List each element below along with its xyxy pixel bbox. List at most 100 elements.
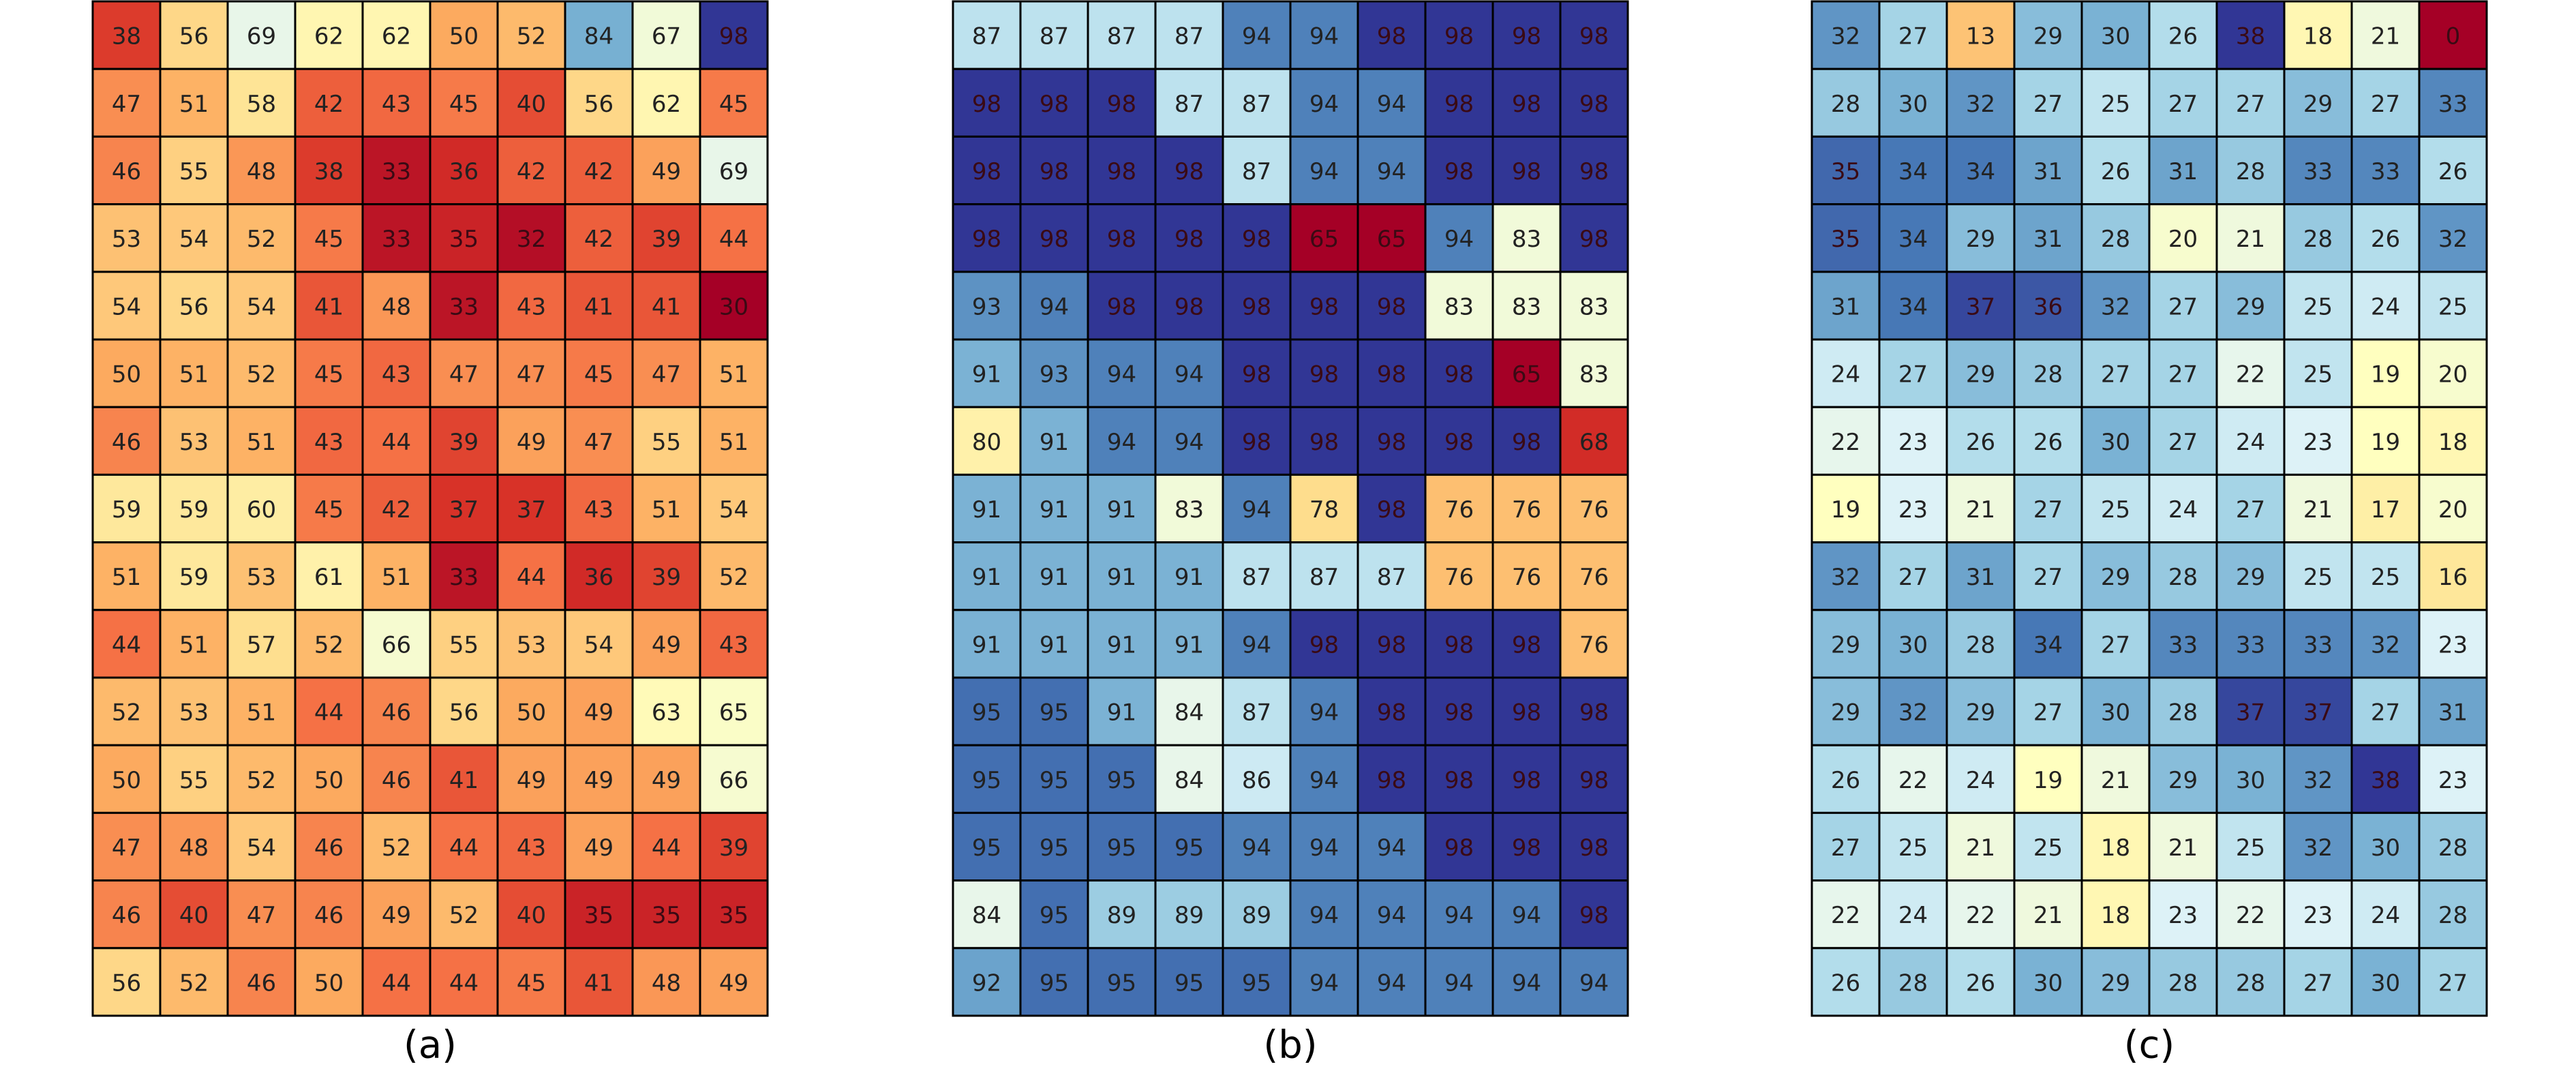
cell-value-label: 92 — [972, 969, 1001, 997]
cell-value-label: 54 — [719, 496, 748, 524]
cell-value-label: 55 — [179, 158, 209, 185]
cell-value-label: 52 — [382, 834, 411, 862]
heatmap-cell — [1945, 947, 2016, 1017]
cell-value-label: 87 — [1040, 23, 1069, 50]
cell-value-label: 21 — [2033, 902, 2063, 929]
cell-value-label: 44 — [449, 834, 479, 862]
cell-value-label: 52 — [517, 23, 546, 50]
heatmap-cell — [1424, 947, 1494, 1017]
cell-value-label: 94 — [1040, 293, 1069, 320]
cell-value-label: 32 — [1831, 23, 1860, 50]
heatmap-cell — [159, 135, 229, 206]
cell-value-label: 37 — [517, 496, 546, 524]
cell-value-label: 84 — [1175, 767, 1204, 794]
heatmap-cell — [1559, 406, 1629, 476]
cell-value-label: 98 — [1512, 158, 1541, 185]
cell-value-label: 19 — [2033, 767, 2063, 794]
cell-value-label: 36 — [449, 158, 479, 185]
cell-value-label: 27 — [1898, 564, 1928, 591]
heatmap-cell — [2350, 879, 2421, 950]
cell-value-label: 26 — [1831, 767, 1860, 794]
heatmap-cell — [294, 473, 364, 544]
cell-value-label: 26 — [2168, 23, 2198, 50]
cell-value-label: 29 — [1966, 226, 1995, 253]
cell-value-label: 94 — [1107, 361, 1136, 389]
heatmap-cell — [1810, 947, 1881, 1017]
cell-value-label: 95 — [1175, 834, 1204, 862]
cell-value-label: 98 — [1512, 23, 1541, 50]
cell-value-label: 91 — [972, 361, 1001, 389]
cell-value-label: 87 — [1107, 23, 1136, 50]
cell-value-label: 44 — [719, 226, 748, 253]
heatmap-cell — [2350, 406, 2421, 476]
cell-value-label: 89 — [1175, 902, 1204, 929]
cell-value-label: 86 — [1242, 767, 1271, 794]
cell-value-label: 76 — [1444, 564, 1474, 591]
heatmap-cell — [699, 541, 769, 611]
cell-value-label: 95 — [1107, 969, 1136, 997]
cell-value-label: 78 — [1309, 496, 1339, 524]
cell-value-label: 76 — [1512, 564, 1541, 591]
cell-value-label: 59 — [179, 564, 209, 591]
heatmap-cell — [1289, 271, 1359, 341]
cell-value-label: 45 — [314, 361, 344, 389]
heatmap-cell — [2080, 947, 2151, 1017]
cell-value-label: 38 — [2371, 767, 2400, 794]
heatmap-cell — [496, 811, 566, 882]
cell-value-label: 94 — [1377, 902, 1406, 929]
cell-value-label: 32 — [2303, 834, 2333, 862]
heatmap-cell — [699, 947, 769, 1017]
heatmap-cell — [159, 811, 229, 882]
heatmap-cell — [226, 338, 297, 408]
cell-value-label: 27 — [2033, 564, 2063, 591]
heatmap-cell — [1424, 203, 1494, 273]
heatmap-cell — [1491, 609, 1562, 679]
heatmap-cell — [294, 879, 364, 950]
cell-value-label: 26 — [1831, 969, 1860, 997]
heatmap-cell — [1491, 406, 1562, 476]
cell-value-label: 27 — [2236, 496, 2265, 524]
cell-value-label: 25 — [2236, 834, 2265, 862]
heatmap-cell — [2148, 744, 2218, 814]
cell-value-label: 65 — [1377, 226, 1406, 253]
heatmap-cell — [631, 271, 701, 341]
cell-value-label: 43 — [382, 361, 411, 389]
heatmap-cell — [1810, 676, 1881, 746]
cell-value-label: 47 — [112, 91, 141, 118]
cell-value-label: 25 — [1898, 834, 1928, 862]
heatmap-cell — [159, 271, 229, 341]
cell-value-label: 94 — [1444, 902, 1474, 929]
cell-value-label: 98 — [1512, 429, 1541, 456]
cell-value-label: 98 — [1377, 293, 1406, 320]
cell-value-label: 27 — [1898, 23, 1928, 50]
cell-value-label: 87 — [1242, 91, 1271, 118]
cell-value-label: 98 — [1040, 91, 1069, 118]
cell-value-label: 35 — [652, 902, 681, 929]
cell-value-label: 28 — [1966, 631, 1995, 659]
cell-value-label: 41 — [652, 293, 681, 320]
cell-value-label: 32 — [2371, 631, 2400, 659]
heatmap-cell — [1878, 879, 1948, 950]
cell-value-label: 94 — [1579, 969, 1609, 997]
cell-value-label: 87 — [1309, 564, 1339, 591]
cell-value-label: 27 — [2033, 91, 2063, 118]
heatmap-cell — [429, 67, 499, 138]
cell-value-label: 33 — [382, 158, 411, 185]
cell-value-label: 25 — [2303, 564, 2333, 591]
heatmap-cell — [1559, 609, 1629, 679]
cell-value-label: 35 — [719, 902, 748, 929]
cell-value-label: 63 — [652, 699, 681, 727]
cell-value-label: 23 — [2303, 429, 2333, 456]
heatmap-cell — [496, 609, 566, 679]
cell-value-label: 94 — [1242, 631, 1271, 659]
cell-value-label: 41 — [449, 767, 479, 794]
heatmap-cell — [564, 271, 634, 341]
cell-value-label: 49 — [584, 834, 613, 862]
cell-value-label: 98 — [1242, 293, 1271, 320]
cell-value-label: 18 — [2438, 429, 2468, 456]
heatmap-cell — [361, 271, 431, 341]
heatmap-cell — [1810, 406, 1881, 476]
cell-value-label: 83 — [1444, 293, 1474, 320]
cell-value-label: 54 — [584, 631, 613, 659]
cell-value-label: 21 — [2168, 834, 2198, 862]
